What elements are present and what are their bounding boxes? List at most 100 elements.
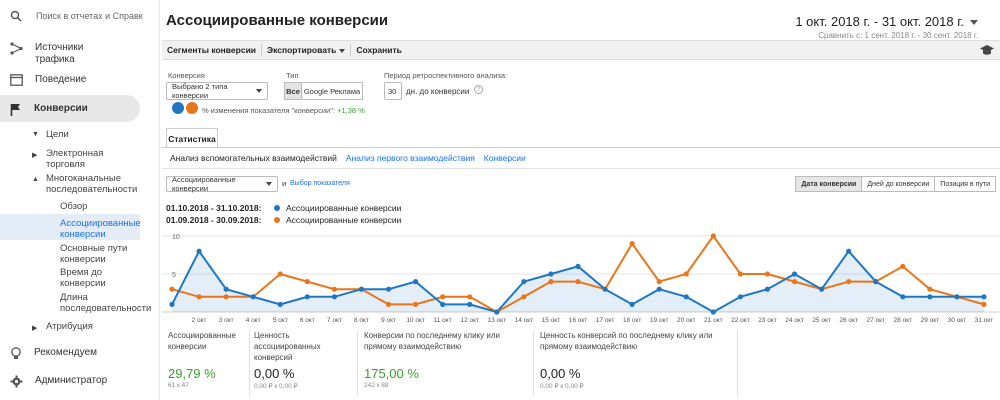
- view-conversion-date[interactable]: Дата конверсии: [795, 176, 863, 192]
- expand-arrow-icon: ▶: [32, 152, 38, 159]
- chevron-down-icon: [970, 20, 978, 26]
- data-point-current[interactable]: [277, 301, 283, 307]
- data-point-previous[interactable]: [575, 279, 581, 285]
- metric-card-assisted-value: Ценность ассоциированных конверсий 0,00 …: [248, 330, 358, 396]
- subtab-conversions[interactable]: Конверсии: [483, 153, 526, 163]
- sidebar-mcf-overview[interactable]: Обзор: [60, 201, 88, 212]
- data-point-current[interactable]: [467, 301, 473, 307]
- data-point-previous[interactable]: [629, 241, 635, 247]
- type-all-button[interactable]: Все: [284, 82, 302, 100]
- data-point-previous[interactable]: [521, 294, 527, 300]
- and-label: и: [282, 179, 287, 188]
- sidebar-item-behavior[interactable]: Поведение: [10, 74, 86, 86]
- data-point-current[interactable]: [358, 286, 365, 292]
- data-point-previous[interactable]: [331, 286, 337, 292]
- data-point-previous[interactable]: [683, 271, 689, 277]
- sidebar-mcf-assisted[interactable]: Ассоциированные конверсии: [60, 218, 141, 240]
- data-point-current[interactable]: [791, 271, 798, 277]
- data-point-current[interactable]: [710, 309, 716, 315]
- data-point-current[interactable]: [494, 309, 500, 315]
- sidebar-item-conversions[interactable]: Конверсии: [10, 103, 88, 116]
- subtab-first-interaction[interactable]: Анализ первого взаимодействия: [345, 153, 475, 163]
- sidebar-sub-attribution[interactable]: Атрибуция: [46, 321, 93, 332]
- date-range-picker[interactable]: 1 окт. 2018 г. - 31 окт. 2018 г. Сравнит…: [795, 14, 978, 40]
- type-label: Тип: [286, 71, 299, 80]
- page-title: Ассоциированные конверсии: [166, 12, 389, 29]
- data-point-previous[interactable]: [413, 301, 419, 307]
- data-point-current[interactable]: [737, 294, 744, 300]
- data-point-previous[interactable]: [196, 294, 202, 300]
- data-point-previous[interactable]: [467, 294, 473, 300]
- x-tick-label: 27 окт: [866, 317, 885, 324]
- save-button[interactable]: Сохранить: [351, 44, 407, 56]
- data-point-previous[interactable]: [304, 279, 310, 285]
- data-point-previous[interactable]: [277, 271, 283, 277]
- data-point-current[interactable]: [413, 279, 419, 285]
- sidebar-sub-ecommerce[interactable]: Электронная торговля: [46, 148, 104, 170]
- x-tick-label: 26 окт: [839, 317, 858, 324]
- data-point-previous[interactable]: [440, 294, 446, 300]
- data-point-current[interactable]: [900, 294, 906, 300]
- metric-select[interactable]: Ассоциированные конверсии: [166, 175, 278, 193]
- data-point-current[interactable]: [602, 286, 608, 292]
- data-point-previous[interactable]: [737, 271, 744, 277]
- data-point-previous[interactable]: [791, 279, 798, 285]
- segments-button[interactable]: Сегменты конверсии: [162, 44, 263, 56]
- sidebar-item-recommend[interactable]: Рекомендуем: [10, 347, 97, 360]
- data-point-current[interactable]: [873, 279, 879, 285]
- tab-statistics[interactable]: Статистика: [166, 128, 218, 148]
- data-point-current[interactable]: [331, 294, 337, 300]
- x-tick-label: 17 окт: [596, 317, 615, 324]
- data-point-current[interactable]: [764, 286, 771, 292]
- x-tick-label: 15 окт: [542, 317, 561, 324]
- data-point-current[interactable]: [521, 279, 527, 285]
- data-point-previous[interactable]: [927, 286, 933, 292]
- data-point-current[interactable]: [683, 294, 689, 300]
- data-point-current[interactable]: [223, 286, 229, 292]
- data-point-current[interactable]: [629, 301, 635, 307]
- sidebar-mcf-path-length[interactable]: Длина последовательности: [60, 292, 152, 314]
- data-point-current[interactable]: [846, 248, 852, 254]
- sidebar-item-traffic[interactable]: Источники трафика: [10, 42, 115, 66]
- data-point-current[interactable]: [548, 271, 554, 277]
- data-point-current[interactable]: [385, 286, 392, 292]
- data-point-previous[interactable]: [846, 279, 852, 285]
- data-point-previous[interactable]: [169, 286, 175, 292]
- data-point-current[interactable]: [169, 301, 175, 307]
- view-days-to-conversion[interactable]: Дней до конверсии: [861, 176, 936, 192]
- sidebar-sub-goals[interactable]: Цели: [46, 129, 69, 140]
- select-metric-link[interactable]: Выбор показателя: [290, 180, 350, 187]
- data-point-current[interactable]: [440, 301, 446, 307]
- data-point-previous[interactable]: [764, 271, 771, 277]
- sidebar-mcf-top-paths[interactable]: Основные пути конверсии: [60, 243, 128, 265]
- data-point-previous[interactable]: [223, 294, 229, 300]
- sidebar-mcf-time-lag[interactable]: Время до конверсии: [60, 267, 106, 289]
- x-tick-label: 20 окт: [677, 317, 696, 324]
- data-point-previous[interactable]: [900, 263, 906, 269]
- sidebar-search[interactable]: Поиск в отчетах и Справк: [10, 10, 143, 22]
- data-point-current[interactable]: [656, 286, 662, 292]
- data-point-current[interactable]: [196, 248, 202, 254]
- data-point-current[interactable]: [575, 263, 581, 269]
- data-point-previous[interactable]: [385, 301, 392, 307]
- data-point-current[interactable]: [304, 294, 310, 300]
- data-point-current[interactable]: [954, 294, 960, 300]
- data-point-current[interactable]: [250, 294, 256, 300]
- export-button[interactable]: Экспортировать: [262, 44, 352, 56]
- help-icon[interactable]: ?: [474, 85, 483, 94]
- view-path-position[interactable]: Позиция в пути: [934, 176, 996, 192]
- conversion-select[interactable]: Выбрано 2 типа конверсии: [166, 82, 268, 100]
- data-point-current[interactable]: [927, 294, 933, 300]
- lookback-input[interactable]: 30: [384, 82, 402, 100]
- data-point-current[interactable]: [981, 294, 987, 300]
- data-point-previous[interactable]: [710, 233, 716, 239]
- subtab-assisted[interactable]: Анализ вспомогательных взаимодействий: [170, 153, 337, 163]
- data-point-previous[interactable]: [981, 301, 987, 307]
- type-ads-button[interactable]: Google Реклама: [301, 82, 363, 100]
- sidebar-sub-mcf[interactable]: Многоканальные последовательности: [46, 173, 138, 195]
- graduation-cap-icon[interactable]: [980, 45, 994, 56]
- data-point-current[interactable]: [819, 286, 825, 292]
- data-point-previous[interactable]: [548, 279, 554, 285]
- sidebar-item-admin[interactable]: Администратор: [10, 375, 107, 388]
- data-point-previous[interactable]: [656, 279, 662, 285]
